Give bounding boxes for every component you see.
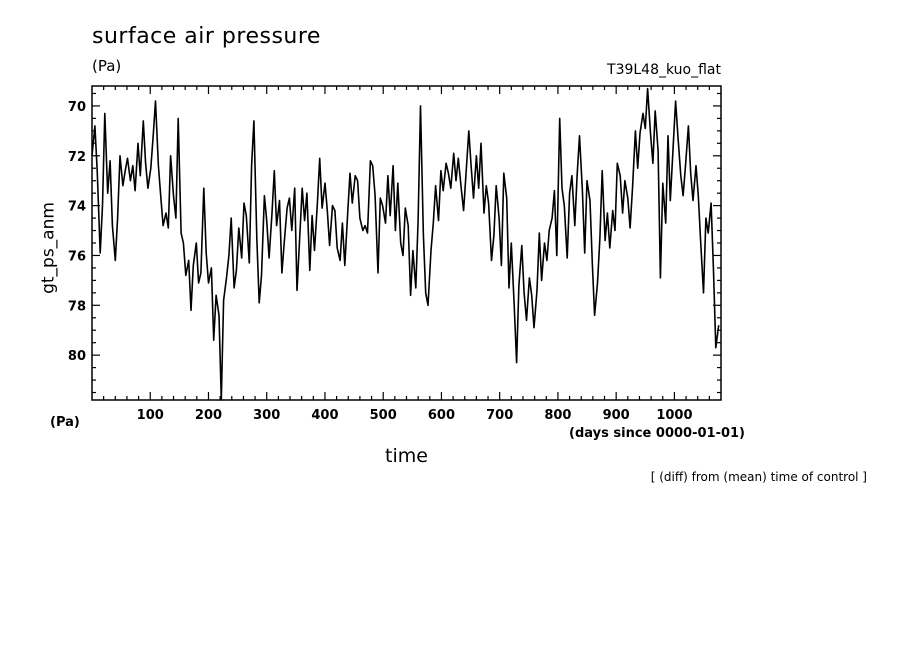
y-tick-label: 80 xyxy=(68,349,86,364)
y-tick-label: 74 xyxy=(68,200,86,215)
x-tick-label: 1000 xyxy=(656,408,692,423)
x-axis-units: (days since 0000-01-01) xyxy=(569,426,745,441)
tick-labels: 100 200 300 400 500 600 700 800 900 1000 70 72 74 76 7… xyxy=(68,100,693,423)
series-line xyxy=(91,87,720,401)
chart-title: surface air pressure xyxy=(92,24,321,49)
x-tick-label: 300 xyxy=(253,408,280,423)
x-tick-label: 800 xyxy=(544,408,571,423)
y-tick-label: 76 xyxy=(68,249,86,264)
x-tick-label: 500 xyxy=(370,408,397,423)
x-tick-label: 400 xyxy=(311,408,338,423)
y-tick-label: 78 xyxy=(68,299,86,314)
axis-ticks xyxy=(92,86,721,400)
x-axis-label: time xyxy=(385,445,428,467)
run-label: T39L48_kuo_flat xyxy=(607,62,721,78)
comparison-note: [ (diff) from (mean) time of control ] xyxy=(650,470,867,484)
y-tick-label: 70 xyxy=(68,100,86,115)
x-tick-label: 900 xyxy=(603,408,630,423)
x-tick-label: 200 xyxy=(195,408,222,423)
units-top-label: (Pa) xyxy=(92,57,122,75)
x-tick-label: 100 xyxy=(137,408,164,423)
plot-frame xyxy=(91,85,722,401)
x-tick-label: 600 xyxy=(428,408,455,423)
x-tick-label: 700 xyxy=(486,408,513,423)
y-tick-label: 72 xyxy=(68,150,86,165)
units-bottom-label: (Pa) xyxy=(50,415,80,430)
